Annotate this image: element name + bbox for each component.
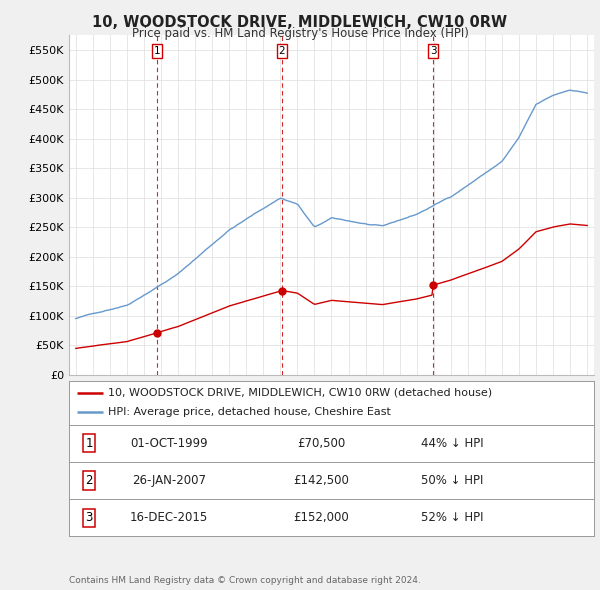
Text: £142,500: £142,500 [293,474,349,487]
Text: 01-OCT-1999: 01-OCT-1999 [130,437,208,450]
Text: 10, WOODSTOCK DRIVE, MIDDLEWICH, CW10 0RW (detached house): 10, WOODSTOCK DRIVE, MIDDLEWICH, CW10 0R… [109,388,493,398]
Text: 3: 3 [85,511,92,525]
Text: 2: 2 [278,47,285,56]
Text: 44% ↓ HPI: 44% ↓ HPI [421,437,484,450]
Text: 50% ↓ HPI: 50% ↓ HPI [421,474,484,487]
Text: HPI: Average price, detached house, Cheshire East: HPI: Average price, detached house, Ches… [109,408,391,417]
Text: 10, WOODSTOCK DRIVE, MIDDLEWICH, CW10 0RW: 10, WOODSTOCK DRIVE, MIDDLEWICH, CW10 0R… [92,15,508,30]
Text: Price paid vs. HM Land Registry's House Price Index (HPI): Price paid vs. HM Land Registry's House … [131,27,469,40]
Text: 2: 2 [85,474,93,487]
Text: 26-JAN-2007: 26-JAN-2007 [132,474,206,487]
Text: 3: 3 [430,47,436,56]
Text: £70,500: £70,500 [297,437,345,450]
Text: 52% ↓ HPI: 52% ↓ HPI [421,511,484,525]
Text: £152,000: £152,000 [293,511,349,525]
Text: 1: 1 [85,437,93,450]
Text: 1: 1 [154,47,160,56]
Text: 16-DEC-2015: 16-DEC-2015 [130,511,208,525]
Text: Contains HM Land Registry data © Crown copyright and database right 2024.: Contains HM Land Registry data © Crown c… [69,576,421,585]
